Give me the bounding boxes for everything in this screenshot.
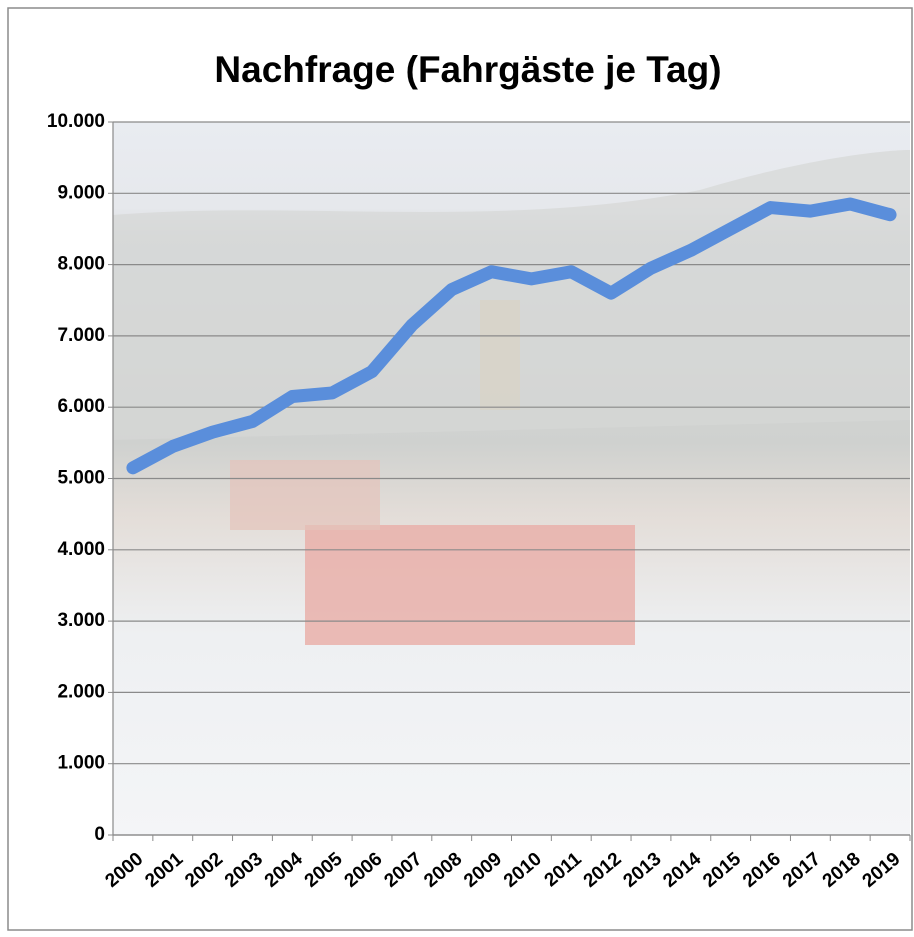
church xyxy=(480,300,520,410)
y-tick-label: 6.000 xyxy=(57,396,105,417)
data-line xyxy=(126,197,897,475)
y-tick-label: 3.000 xyxy=(57,610,105,631)
house xyxy=(230,460,380,530)
y-tick-label: 2.000 xyxy=(57,681,105,702)
y-tick-label: 9.000 xyxy=(57,182,105,203)
y-tick-label: 8.000 xyxy=(57,254,105,275)
train xyxy=(305,525,635,645)
y-tick-label: 7.000 xyxy=(57,325,105,346)
chart-title: Nachfrage (Fahrgäste je Tag) xyxy=(214,49,721,90)
y-tick-label: 0 xyxy=(94,824,105,845)
y-tick-label: 1.000 xyxy=(57,753,105,774)
y-tick-label: 10.000 xyxy=(47,111,105,132)
y-tick-label: 5.000 xyxy=(57,468,105,489)
hills xyxy=(113,150,910,440)
y-tick-label: 4.000 xyxy=(57,539,105,560)
